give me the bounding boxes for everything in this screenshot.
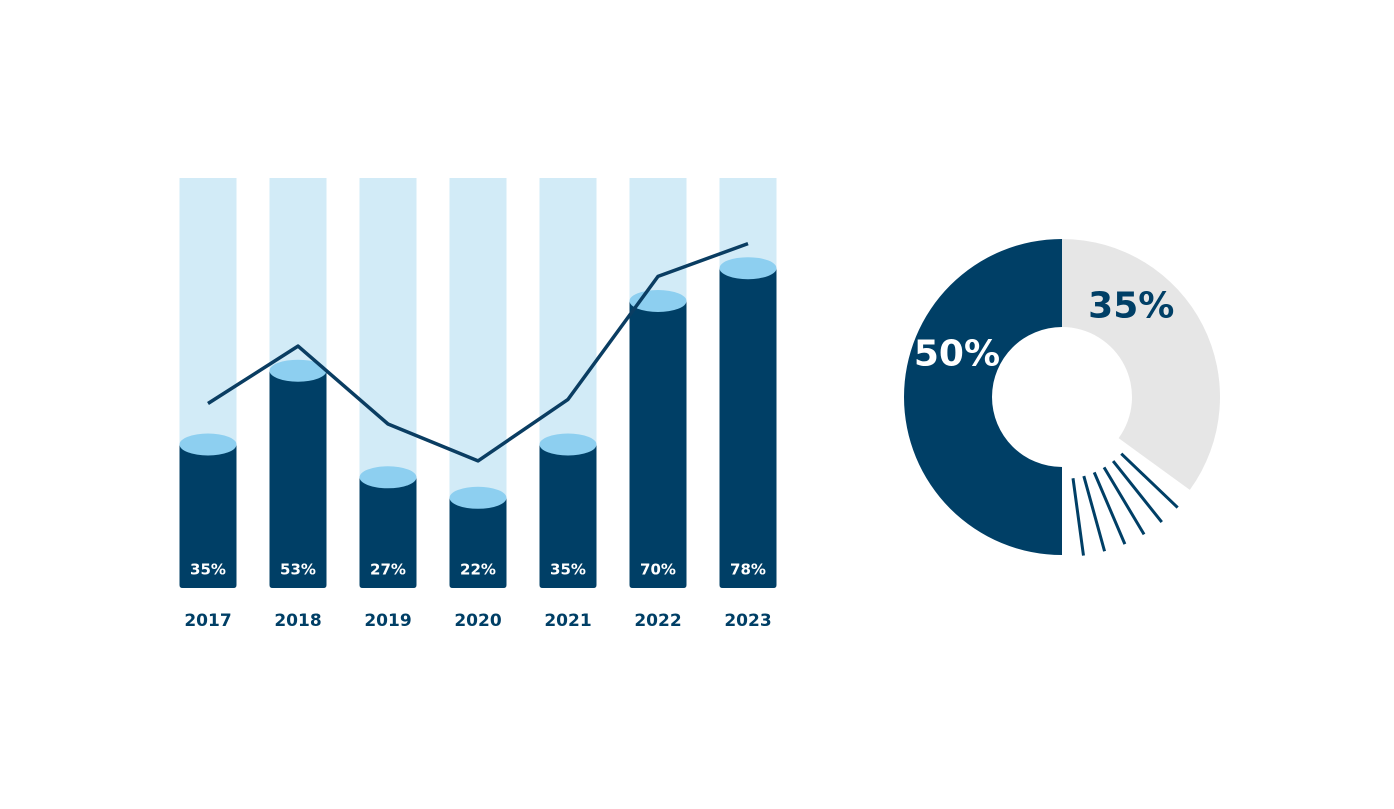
value-label: 35% bbox=[190, 561, 226, 579]
value-label: 22% bbox=[460, 561, 496, 579]
value-label: 78% bbox=[730, 561, 766, 579]
x-tick-label: 2022 bbox=[634, 611, 681, 631]
bar bbox=[359, 477, 417, 588]
value-label: 35% bbox=[550, 561, 586, 579]
bar-track bbox=[539, 178, 597, 445]
bar-track bbox=[269, 178, 327, 371]
bar bbox=[269, 370, 327, 588]
bar-cap bbox=[719, 257, 777, 280]
value-label: 53% bbox=[280, 561, 316, 579]
bar-cap bbox=[449, 486, 507, 509]
bar-track bbox=[359, 178, 417, 478]
x-tick-label: 2020 bbox=[454, 611, 501, 631]
value-label: 27% bbox=[370, 561, 406, 579]
slice-label: 35% bbox=[1088, 286, 1174, 327]
value-label: 70% bbox=[640, 561, 676, 579]
bar bbox=[449, 497, 507, 588]
x-tick-label: 2023 bbox=[724, 611, 771, 631]
pie-slice bbox=[1071, 452, 1179, 556]
bar-track bbox=[719, 178, 777, 269]
bar bbox=[629, 301, 687, 588]
x-tick-label: 2021 bbox=[544, 611, 591, 631]
bar bbox=[539, 444, 597, 588]
x-tick-label: 2017 bbox=[184, 611, 231, 631]
bar bbox=[179, 444, 237, 588]
bar-track bbox=[179, 178, 237, 445]
pie-slice bbox=[1062, 239, 1220, 490]
bar-cap bbox=[179, 433, 237, 456]
x-tick-label: 2019 bbox=[364, 611, 411, 631]
bar-track bbox=[449, 178, 507, 498]
bar-cap bbox=[269, 359, 327, 382]
trend-line bbox=[207, 241, 749, 463]
bar bbox=[719, 268, 777, 588]
x-tick-label: 2018 bbox=[274, 611, 321, 631]
slice-label: 50% bbox=[914, 333, 1000, 374]
bar-cap bbox=[359, 466, 417, 489]
bar-track bbox=[629, 178, 687, 301]
bar-cap bbox=[539, 433, 597, 456]
pie-slice bbox=[904, 239, 1062, 555]
